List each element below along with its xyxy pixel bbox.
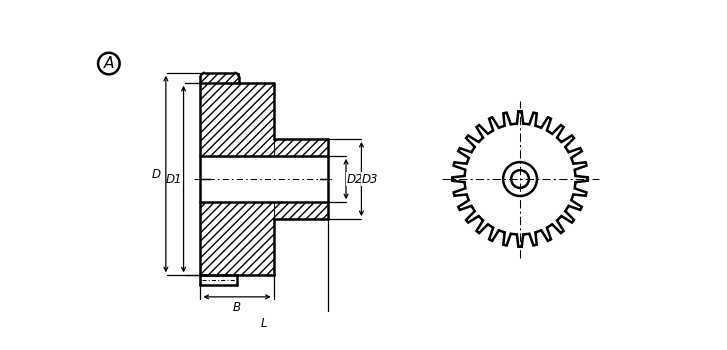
Text: A: A [104,56,114,71]
Text: D: D [151,168,161,181]
Polygon shape [273,139,328,156]
Text: L: L [261,316,268,330]
Text: D1: D1 [165,173,182,186]
Text: D3: D3 [361,173,378,186]
Text: D2: D2 [346,173,363,186]
Polygon shape [201,83,273,156]
Polygon shape [201,73,239,83]
Polygon shape [201,202,273,275]
Polygon shape [273,202,328,219]
Text: B: B [233,301,241,314]
